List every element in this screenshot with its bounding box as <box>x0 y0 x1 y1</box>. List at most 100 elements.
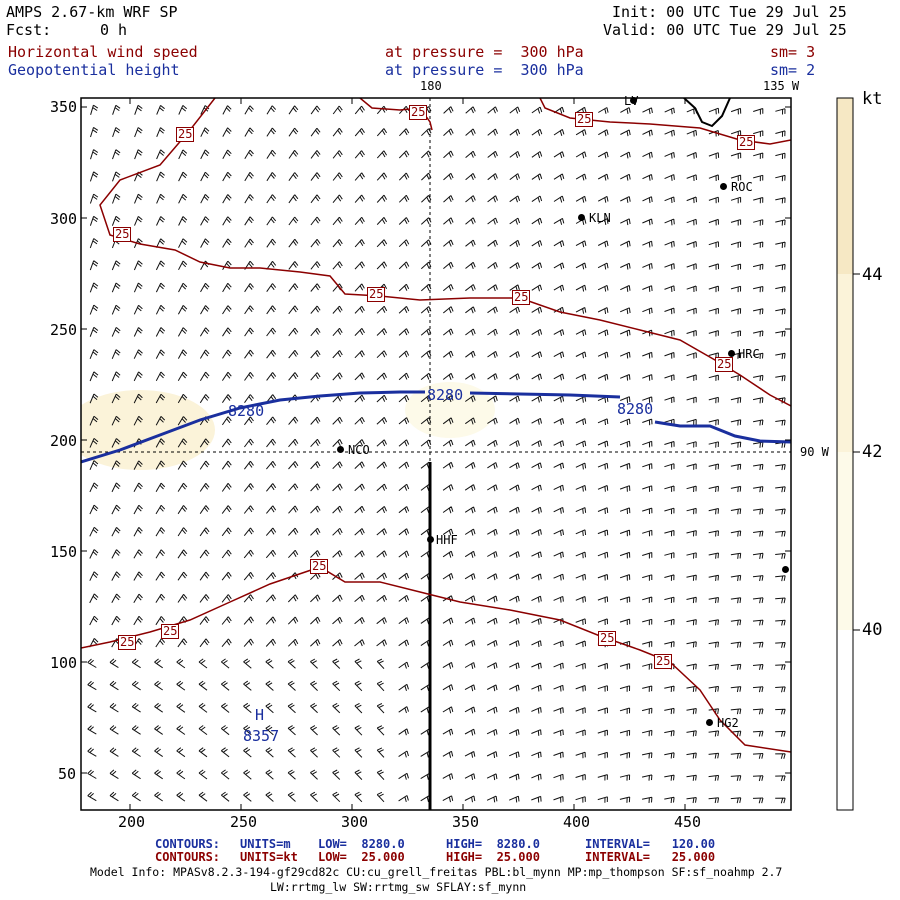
wind-barb <box>465 128 476 136</box>
wind-barb <box>575 573 586 581</box>
wind-barb <box>265 549 277 559</box>
wind-barb <box>708 396 719 404</box>
wind-barb <box>266 416 277 426</box>
wind-barb <box>619 574 631 581</box>
wind-contour-label: 25 <box>512 290 531 305</box>
colorbar-segment <box>837 98 853 274</box>
wind-barb <box>486 595 498 603</box>
wind-barb <box>509 729 520 736</box>
wind-barb <box>178 282 188 293</box>
wind-barb <box>486 662 498 669</box>
wind-barb <box>553 373 565 381</box>
wind-barb <box>265 791 274 802</box>
wind-barb <box>265 616 277 625</box>
wind-barb <box>686 307 697 315</box>
wind-barb <box>442 484 454 492</box>
colorbar-segment <box>837 274 853 452</box>
wind-barb <box>575 640 586 648</box>
wind-barb <box>176 769 186 780</box>
wind-barb <box>575 329 587 337</box>
wind-barb <box>753 463 764 471</box>
wind-barb <box>398 706 409 714</box>
wind-barb <box>553 729 564 736</box>
y-tick-label: 300 <box>50 210 78 228</box>
wind-barb <box>243 571 254 581</box>
wind-barb <box>244 371 254 381</box>
wind-barb <box>686 507 697 515</box>
wind-barb <box>310 680 318 691</box>
wind-barb <box>487 106 498 114</box>
wind-barb <box>310 416 321 425</box>
contour-info-label: CONTOURS: <box>155 850 221 864</box>
wind-barb <box>288 194 299 204</box>
wind-barb <box>597 329 609 337</box>
wind-barb <box>531 328 543 336</box>
wind-barb <box>730 152 742 159</box>
wind-barb <box>531 240 543 247</box>
station-dot <box>706 719 713 726</box>
wind-barb <box>597 218 609 225</box>
wind-barb <box>332 327 343 337</box>
height-contour <box>81 390 621 464</box>
wind-barb <box>244 438 254 448</box>
wind-barb <box>177 505 188 515</box>
wind-barb <box>222 171 232 182</box>
wind-barb <box>465 173 476 181</box>
wind-barb <box>642 196 653 204</box>
wind-barb <box>465 461 476 469</box>
wind-barb <box>354 439 365 447</box>
wind-barb <box>265 702 274 714</box>
wind-barb <box>620 107 631 114</box>
wind-barb <box>200 216 210 226</box>
station-label: KLN <box>589 211 611 225</box>
wind-barb <box>531 151 543 159</box>
wind-barb <box>553 506 564 514</box>
wind-barb <box>553 128 565 136</box>
wind-barb <box>199 571 210 581</box>
wind-barb <box>420 439 432 447</box>
wind-barb <box>575 373 587 381</box>
wind-barb <box>156 127 165 137</box>
wind-barb <box>332 150 343 159</box>
wind-barb <box>642 685 653 692</box>
wind-barb <box>243 747 252 758</box>
wind-barb <box>131 658 141 669</box>
wind-barb <box>332 239 343 248</box>
wind-barb <box>487 173 498 181</box>
wind-barb <box>200 194 210 204</box>
wind-barb <box>730 285 742 293</box>
wind-barb <box>376 172 388 181</box>
wind-barb <box>332 550 343 558</box>
wind-barb <box>442 750 454 758</box>
wind-barb <box>177 416 188 426</box>
wind-barb <box>310 327 321 337</box>
wind-barb <box>642 174 653 181</box>
wind-barb <box>310 105 321 115</box>
wind-barb <box>443 128 454 136</box>
high-pressure-marker: H <box>255 706 265 724</box>
station-label: HG2 <box>717 716 739 730</box>
wind-barb <box>442 795 454 803</box>
wind-barb <box>243 616 254 625</box>
wind-barb <box>310 150 321 159</box>
wind-barb <box>686 708 697 715</box>
wind-barb <box>442 506 454 514</box>
wind-barb <box>664 374 675 381</box>
wind-barb <box>464 617 476 625</box>
wind-barb <box>265 769 274 780</box>
wind-barb <box>222 260 232 270</box>
wind-barb <box>266 238 277 248</box>
wind-barb <box>686 619 697 626</box>
wind-barb <box>620 418 631 426</box>
wind-barb <box>464 728 476 736</box>
wind-barb <box>89 238 99 249</box>
wind-barb <box>154 725 163 735</box>
wind-barb <box>442 439 454 447</box>
wind-barb <box>244 327 254 337</box>
wind-barb <box>310 791 318 802</box>
wind-barb <box>664 352 675 359</box>
wind-barb <box>354 328 365 336</box>
wind-barb <box>266 349 277 359</box>
wind-barb <box>620 196 631 203</box>
wind-barb <box>155 638 166 648</box>
